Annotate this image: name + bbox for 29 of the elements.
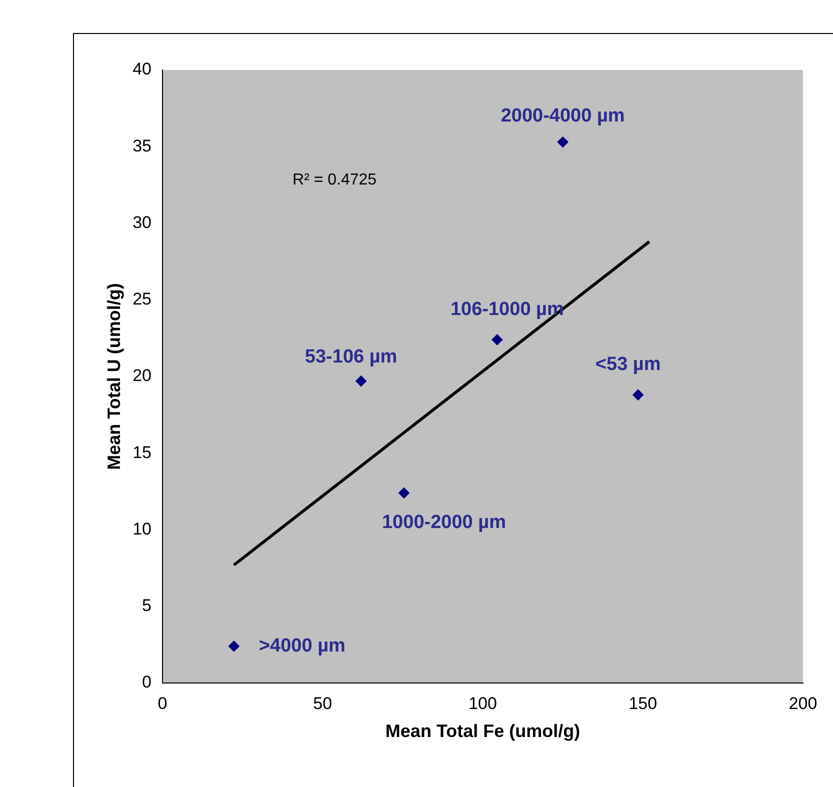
annotation: 1000-2000 µm xyxy=(382,512,506,534)
annotation: 106-1000 µm xyxy=(450,298,564,320)
annotation: >4000 µm xyxy=(258,635,346,656)
y-tick-label: 10 xyxy=(132,519,152,538)
x-tick-label: 150 xyxy=(628,694,658,713)
y-tick-label: 25 xyxy=(132,290,152,309)
y-tick-label: 20 xyxy=(132,366,152,386)
point xyxy=(356,376,367,387)
y-tick-label: 15 xyxy=(132,442,152,462)
point xyxy=(632,389,644,400)
x-tick-label: 200 xyxy=(788,694,818,713)
annotation: 2000-4000 µm xyxy=(500,105,625,126)
annotation: 53-106 µm xyxy=(304,346,398,368)
y-tick-label: 0 xyxy=(142,672,152,692)
point xyxy=(557,136,568,148)
point xyxy=(398,487,410,498)
x-tick-label: 0 xyxy=(158,694,168,713)
y-axis-title: Mean Total U (umol/g) xyxy=(104,283,124,470)
x-tick-label: 50 xyxy=(313,694,332,713)
annotation: R² = 0.4725 xyxy=(292,171,377,188)
x-tick-label: 100 xyxy=(468,694,497,713)
point xyxy=(492,334,503,346)
annotation: <53 µm xyxy=(595,354,661,376)
x-axis-title: Mean Total Fe (umol/g) xyxy=(385,721,580,742)
y-tick-label: 40 xyxy=(132,60,152,79)
y-tick-label: 35 xyxy=(132,136,152,156)
point xyxy=(228,640,240,652)
y-tick-label: 5 xyxy=(142,596,152,616)
y-tick-label: 30 xyxy=(132,212,152,232)
